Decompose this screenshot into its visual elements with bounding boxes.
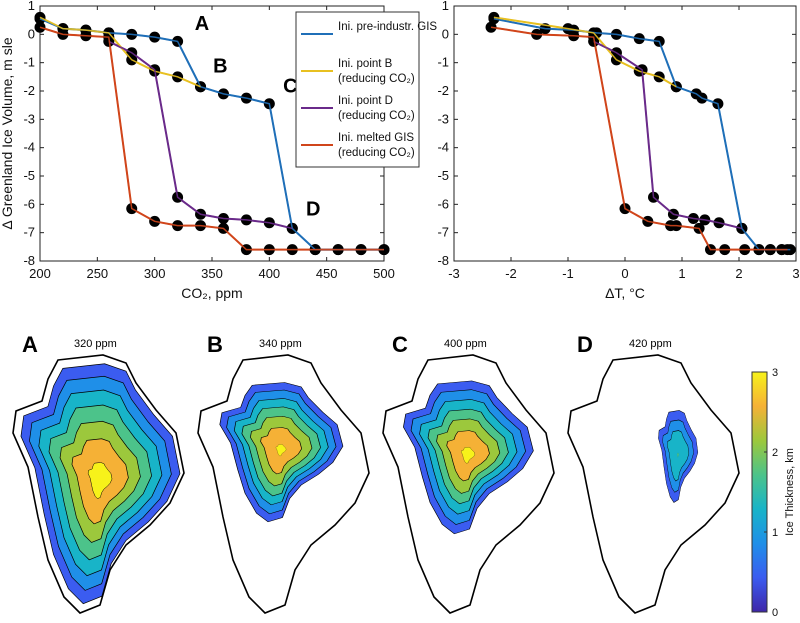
x-tick-label: 300 — [144, 266, 166, 281]
plot-area — [453, 5, 797, 262]
series-line-overlay — [490, 26, 788, 251]
y-tick-label: 1 — [442, 0, 449, 13]
series-line-overlay — [593, 40, 743, 230]
ice-thickness-contour — [87, 462, 113, 499]
y-tick-label: -8 — [23, 253, 35, 268]
x-tick-label: 3 — [792, 266, 799, 281]
y-tick-label: -8 — [437, 253, 449, 268]
y-tick-label: -5 — [437, 168, 449, 183]
annotation-D: D — [306, 199, 320, 221]
ice-map-B: B 340 ppm — [197, 332, 370, 614]
x-tick-label: 400 — [258, 266, 280, 281]
y-tick-label: -3 — [437, 111, 449, 126]
legend-label: Ini. melted GIS (reducing CO₂) — [338, 132, 415, 159]
panel-letter: B — [207, 332, 223, 357]
x-tick-label: 450 — [316, 266, 338, 281]
series-line-overlay — [108, 40, 293, 230]
colorbar-tick-label: 2 — [772, 447, 778, 459]
y-tick-label: 1 — [28, 0, 35, 13]
x-tick-label: 2 — [735, 266, 742, 281]
x-tick-label: 1 — [678, 266, 685, 281]
y-tick-label: -1 — [23, 55, 35, 70]
panel-title: 400 ppm — [444, 338, 487, 350]
x-tick-label: -3 — [448, 266, 460, 281]
annotation-B: B — [213, 56, 227, 78]
y-tick-label: 0 — [28, 26, 35, 41]
legend-label: Ini. point D (reducing CO₂) — [338, 95, 415, 122]
panel-letter: A — [22, 332, 38, 357]
y-tick-label: -4 — [23, 140, 35, 155]
y-tick-label: -7 — [23, 225, 35, 240]
panel-title: 340 ppm — [259, 338, 302, 350]
y-tick-label: -3 — [23, 111, 35, 126]
y-tick-label: -4 — [437, 140, 449, 155]
y-tick-label: -2 — [437, 83, 449, 98]
legend: Ini. pre-industr. GIS Ini. point B (reduci… — [295, 11, 437, 168]
ice-map-D: D 420 ppm — [567, 332, 740, 614]
colorbar-tick-label: 3 — [772, 367, 778, 379]
coastline — [567, 354, 740, 614]
ice-thickness-contour — [677, 452, 679, 458]
colorbar-tick-label: 1 — [772, 527, 778, 539]
x-tick-label: -1 — [562, 266, 574, 281]
legend-label: Ini. point B (reducing CO₂) — [338, 58, 415, 85]
y-tick-label: -5 — [23, 168, 35, 183]
x-axis-label: ΔT, °C — [605, 285, 645, 301]
y-tick-label: -6 — [437, 196, 449, 211]
colorbar: 3 2 1 0 Ice Thickness, km — [751, 367, 796, 619]
temperature-volume-chart: -3 -2 -1 0 1 2 3 1 0 -1 -2 -3 -4 -5 -6 -7 -8 ΔT, °C — [437, 0, 799, 301]
series-line-overlay — [39, 26, 384, 251]
panel-title: 420 ppm — [629, 338, 672, 350]
panel-letter: D — [577, 332, 593, 357]
ice-thickness-contour — [275, 444, 287, 457]
ice-map-A: A 320 ppm — [12, 332, 185, 614]
ice-thickness-contour — [461, 447, 476, 464]
ice-map-C: C 400 ppm — [382, 332, 555, 614]
y-axis-label: Δ Greenland Ice Volume, m sle — [0, 37, 15, 229]
annotation-C: C — [283, 75, 297, 97]
y-tick-label: -6 — [23, 196, 35, 211]
x-tick-label: -2 — [505, 266, 517, 281]
x-tick-label: 250 — [86, 266, 108, 281]
y-tick-label: -1 — [437, 55, 449, 70]
x-tick-label: 500 — [373, 266, 395, 281]
series-line-overlay — [493, 16, 677, 88]
colorbar-tick-label: 0 — [772, 607, 778, 619]
colorbar-label: Ice Thickness, km — [784, 448, 796, 536]
panel-title: 320 ppm — [74, 338, 117, 350]
x-axis-label: CO₂, ppm — [181, 285, 242, 301]
colorbar-bar — [751, 371, 768, 613]
x-tick-label: 350 — [201, 266, 223, 281]
legend-box — [295, 11, 420, 168]
y-tick-label: -2 — [23, 83, 35, 98]
y-tick-label: 0 — [442, 26, 449, 41]
y-tick-label: -7 — [437, 225, 449, 240]
ice-thickness-maps: A 320 ppm B 340 ppm C 400 ppm D 420 ppm — [12, 332, 740, 614]
legend-label: Ini. pre-industr. GIS — [338, 21, 437, 33]
x-tick-label: 200 — [29, 266, 51, 281]
panel-letter: C — [392, 332, 408, 357]
x-tick-label: 0 — [621, 266, 628, 281]
annotation-A: A — [195, 13, 209, 35]
